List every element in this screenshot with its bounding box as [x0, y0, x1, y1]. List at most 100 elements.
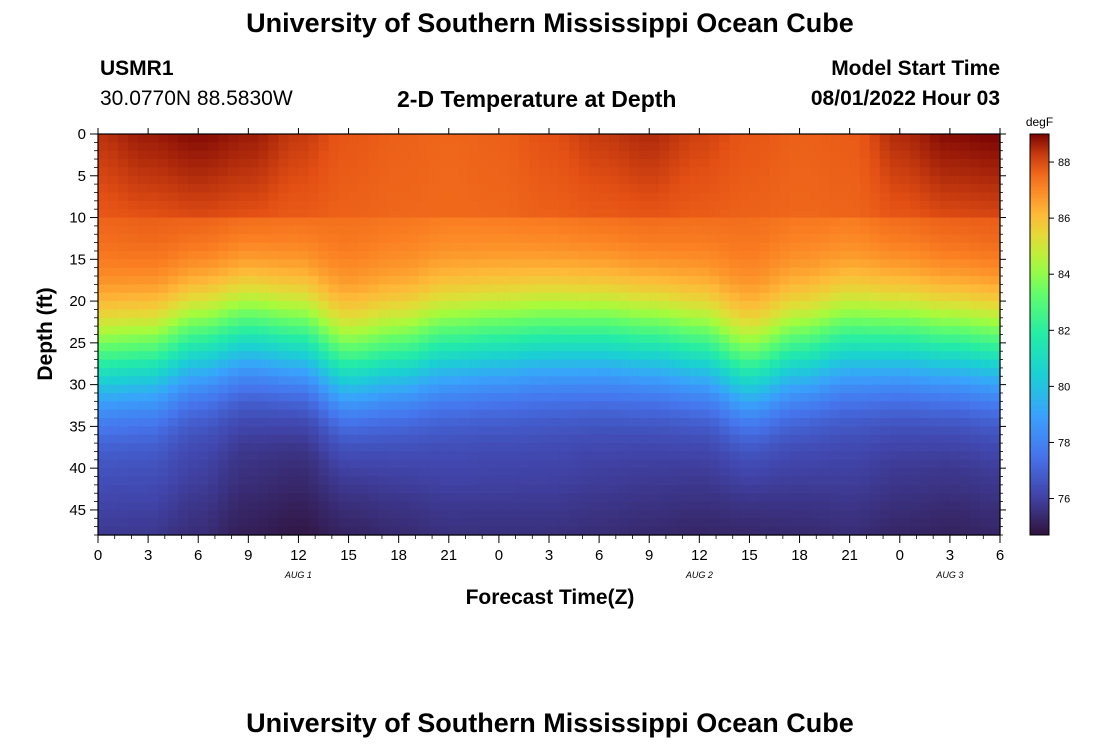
heatmap-cell [979, 518, 991, 528]
x-tick-label: 6 [194, 547, 202, 564]
heatmap-cell [869, 526, 881, 536]
heatmap-cell [679, 309, 690, 319]
heatmap-cell [739, 493, 751, 503]
heatmap-cell [118, 426, 129, 436]
heatmap-cell [749, 426, 761, 436]
heatmap-cell [729, 167, 741, 177]
heatmap-cell [679, 367, 690, 377]
heatmap-cell [939, 142, 951, 152]
heatmap-cell [458, 401, 470, 411]
heatmap-cell [98, 309, 109, 319]
heatmap-cell [869, 234, 881, 244]
heatmap-cell [268, 367, 279, 377]
heatmap-cell [559, 451, 570, 461]
heatmap-cell [418, 184, 430, 194]
heatmap-cell [669, 342, 680, 352]
heatmap-cell [478, 284, 490, 294]
heatmap-cell [809, 184, 821, 194]
heatmap-cell [599, 443, 610, 453]
heatmap-cell [719, 175, 730, 185]
heatmap-cell [849, 359, 861, 369]
heatmap-cell [168, 418, 179, 427]
heatmap-cell [819, 284, 831, 294]
heatmap-cell [639, 459, 650, 469]
heatmap-cell [589, 351, 600, 361]
heatmap-cell [198, 326, 209, 336]
heatmap-cell [899, 493, 911, 503]
heatmap-cell [959, 418, 971, 427]
heatmap-cell [879, 342, 891, 352]
heatmap-cell [208, 509, 219, 519]
heatmap-cell [158, 476, 169, 486]
heatmap-cell [849, 367, 861, 377]
heatmap-cell [669, 259, 680, 269]
heatmap-cell [639, 159, 650, 169]
heatmap-cell [118, 159, 129, 169]
heatmap-cell [669, 518, 680, 528]
heatmap-cell [809, 493, 821, 503]
heatmap-cell [609, 217, 620, 227]
heatmap-cell [368, 309, 380, 319]
heatmap-cell [899, 376, 911, 386]
heatmap-cell [949, 509, 961, 519]
x-tick-label: 12 [691, 547, 708, 564]
heatmap-cell [338, 184, 350, 194]
heatmap-cell [809, 301, 821, 311]
heatmap-cell [508, 451, 520, 461]
heatmap-cell [609, 159, 620, 169]
heatmap-cell [649, 317, 660, 327]
heatmap-cell [288, 225, 300, 235]
heatmap-cell [549, 359, 560, 369]
heatmap-cell [258, 184, 269, 194]
heatmap-cell [508, 459, 520, 469]
heatmap-cell [619, 167, 630, 177]
heatmap-cell [819, 342, 831, 352]
heatmap-cell [969, 259, 981, 269]
heatmap-cell [358, 192, 370, 202]
heatmap-cell [298, 476, 310, 486]
heatmap-cell [679, 209, 690, 219]
heatmap-cell [398, 267, 410, 277]
heatmap-cell [318, 225, 330, 235]
heatmap-cell [599, 242, 610, 252]
heatmap-cell [458, 184, 470, 194]
heatmap-cell [308, 217, 320, 227]
heatmap-cell [438, 484, 450, 494]
heatmap-cell [769, 259, 781, 269]
heatmap-cell [188, 142, 199, 152]
heatmap-cell [739, 326, 751, 336]
heatmap-cell [478, 200, 490, 210]
heatmap-cell [478, 342, 490, 352]
heatmap-cell [188, 326, 199, 336]
heatmap-cell [719, 242, 730, 252]
heatmap-cell [739, 309, 751, 319]
heatmap-cell [779, 175, 791, 185]
heatmap-cell [508, 309, 520, 319]
heatmap-cell [428, 142, 440, 152]
heatmap-cell [508, 284, 520, 294]
heatmap-cell [759, 259, 771, 269]
heatmap-cell [689, 192, 700, 202]
heatmap-cell [759, 418, 771, 427]
heatmap-cell [899, 418, 911, 427]
heatmap-cell [799, 292, 811, 302]
heatmap-cell [749, 175, 761, 185]
heatmap-cell [629, 326, 640, 336]
heatmap-cell [208, 159, 219, 169]
heatmap-cell [158, 309, 169, 319]
heatmap-cell [508, 484, 520, 494]
heatmap-cell [118, 359, 129, 369]
heatmap-cell [949, 292, 961, 302]
heatmap-cell [148, 184, 159, 194]
heatmap-cell [168, 434, 179, 444]
heatmap-cell [579, 167, 590, 177]
heatmap-cell [969, 526, 981, 536]
heatmap-cell [358, 351, 370, 361]
heatmap-cell [348, 217, 360, 227]
heatmap-cell [709, 334, 720, 344]
heatmap-cell [619, 184, 630, 194]
heatmap-cell [338, 484, 350, 494]
heatmap-cell [559, 443, 570, 453]
heatmap-cell [989, 234, 1001, 244]
heatmap-cell [889, 476, 901, 486]
